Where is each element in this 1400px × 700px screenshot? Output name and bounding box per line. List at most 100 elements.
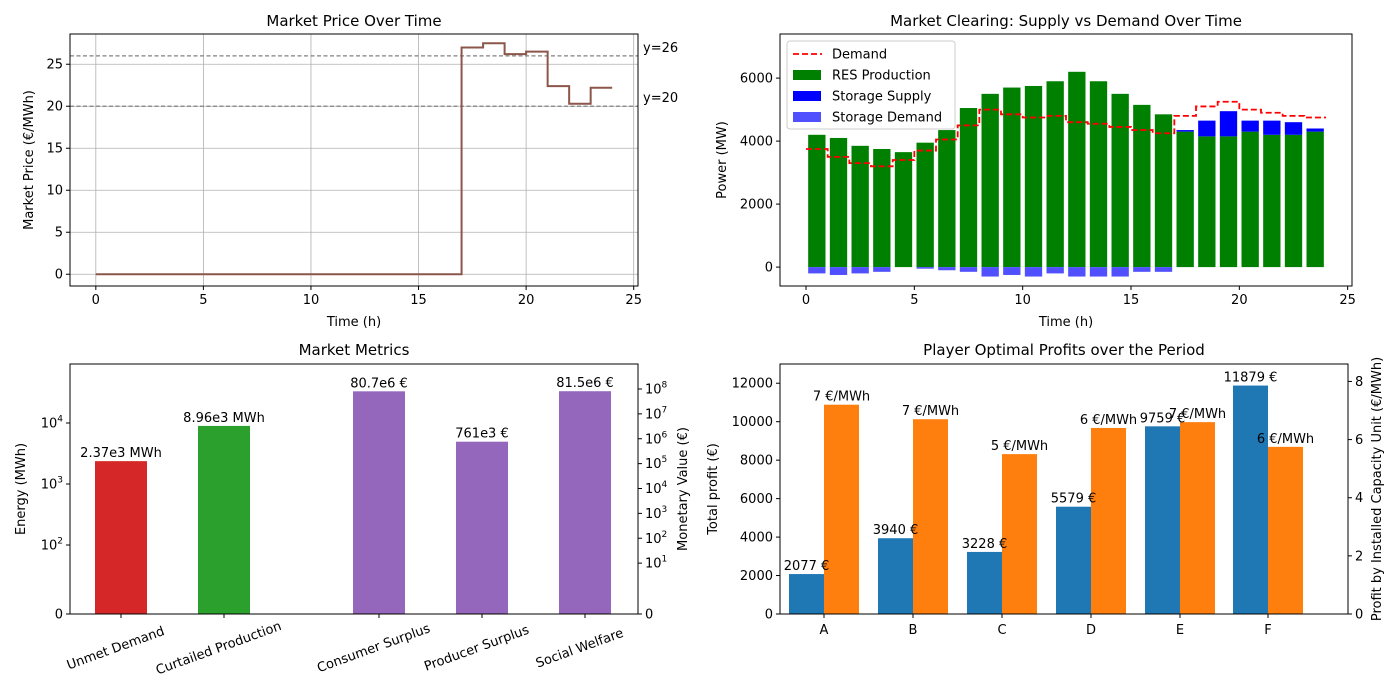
metrics-y2-tick-label: 0 (645, 608, 653, 623)
metrics-y2-tick-exponent: 8 (662, 381, 668, 391)
unit-profit-bar (824, 404, 859, 614)
storage-demand-bar (1089, 267, 1108, 277)
metrics-y2-tick-label: 105 (645, 455, 667, 472)
res-production-bar (1089, 81, 1108, 268)
storage-demand-bar (916, 267, 934, 269)
metrics-y2-tick-exponent: 7 (662, 405, 668, 415)
storage-demand-bar (808, 267, 826, 274)
clearing-y-tick-label: 6000 (740, 72, 773, 87)
profits-category-label: F (1264, 623, 1271, 638)
metrics-y-tick-base: 10 (41, 478, 58, 493)
storage-demand-bar (1024, 267, 1043, 277)
clearing-plot-frame (779, 33, 1353, 287)
legend-entry-label: Storage Supply (832, 90, 932, 105)
storage-supply-bar (1241, 120, 1259, 132)
unit-profit-value-label: 6 €/MWh (1257, 432, 1314, 447)
res-production-bar (981, 93, 999, 268)
profits-y2-tick-label: 0 (1355, 608, 1363, 623)
profits-y-tick-label: 2000 (740, 569, 773, 584)
res-production-bar (829, 137, 848, 268)
profits-y-tick-label: 6000 (740, 492, 773, 507)
res-production-bar (1068, 71, 1086, 268)
res-production-bar (938, 130, 956, 268)
metrics-y2-tick-base: 10 (645, 532, 662, 547)
metrics-plot-frame (69, 363, 639, 615)
price-reference-label: y=26 (643, 41, 678, 56)
price-y-tick-label: 25 (46, 58, 63, 73)
metrics-y2-tick-base: 10 (645, 507, 662, 522)
metrics-y-tick-label: 104 (41, 415, 64, 432)
legend-entry-label: Storage Demand (832, 111, 942, 126)
res-production-bar (1133, 104, 1151, 268)
storage-demand-bar (1046, 267, 1064, 274)
unit-profit-value-label: 5 €/MWh (991, 439, 1048, 454)
price-chart: 0 5 10 15 20 25 0 5 10 15 20 25 y=26 y=20 Market Price… (22, 12, 678, 330)
profits-y2-tick-label: 8 (1355, 375, 1363, 390)
metrics-y2-axis-label: Monetary Value (€) (676, 427, 691, 551)
total-profit-bar (967, 551, 1002, 614)
res-production-bar (1111, 93, 1129, 268)
metrics-y-tick-exponent: 2 (57, 537, 63, 547)
legend-box (786, 40, 956, 130)
metric-bar (95, 461, 147, 614)
profits-y2-tick-label: 4 (1355, 491, 1363, 506)
profits-y-tick-label: 0 (765, 608, 773, 623)
price-y-tick-label: 15 (46, 142, 63, 157)
legend-entry-label: RES Production (832, 69, 931, 84)
demand-series-line (806, 100, 1326, 168)
metrics-y2-tick-base: 10 (645, 432, 662, 447)
metrics-chart-title: Market Metrics (299, 341, 410, 359)
profits-y2-tick-label: 6 (1355, 433, 1363, 448)
storage-supply-bar (1219, 111, 1238, 137)
clearing-chart: 0 5 10 15 20 25 0 2000 4000 6000 Demand RES Product… (715, 12, 1356, 330)
storage-supply-bar (1198, 120, 1216, 137)
metric-value-label: 761e3 € (455, 427, 509, 442)
res-production-bar (916, 142, 934, 268)
unit-profit-bar (1091, 427, 1126, 614)
clearing-y-tick-label: 2000 (740, 198, 773, 213)
metric-value-label: 2.37e3 MWh (80, 446, 162, 461)
clearing-y-tick-label: 0 (765, 261, 773, 276)
clearing-x-tick-label: 25 (1339, 293, 1356, 308)
storage-supply-bar (1306, 128, 1324, 132)
clearing-y-tick-label: 4000 (740, 135, 773, 150)
price-y-tick-label: 10 (46, 184, 63, 199)
res-production-bar (1046, 81, 1064, 268)
storage-demand-bar (851, 267, 869, 274)
unit-profit-value-label: 6 €/MWh (1080, 413, 1137, 428)
profits-y2-tick-label: 2 (1355, 549, 1363, 564)
metrics-y2-tick-base: 10 (645, 457, 662, 472)
metrics-y2-tick-exponent: 6 (662, 430, 668, 440)
storage-demand-bar (981, 267, 999, 277)
unit-profit-value-label: 7 €/MWh (813, 390, 870, 405)
price-x-tick-label: 15 (410, 293, 427, 308)
profits-category-label: E (1176, 623, 1184, 638)
legend-swatch (793, 91, 821, 101)
total-profit-value-label: 3228 € (962, 537, 1008, 552)
price-x-tick-label: 20 (518, 293, 535, 308)
res-production-bar (1198, 136, 1216, 268)
storage-demand-bar (829, 267, 848, 275)
metrics-y2-tick-exponent: 4 (662, 480, 668, 490)
unit-profit-bar (1002, 454, 1037, 614)
metrics-y2-tick-label: 101 (645, 555, 667, 572)
storage-demand-bar (1068, 267, 1086, 277)
metrics-y-tick-base: 10 (41, 417, 58, 432)
res-production-bar (873, 148, 891, 268)
res-production-bar (1241, 131, 1259, 268)
profits-y2-axis-label: Profit by Installed Capacity Unit (€/MWh… (1370, 357, 1385, 621)
total-profit-value-label: 3940 € (873, 523, 919, 538)
metrics-y2-tick-label: 108 (645, 381, 668, 398)
profits-category-label: B (909, 623, 918, 638)
total-profit-bar (1233, 385, 1268, 614)
res-production-bar (1219, 136, 1238, 268)
metrics-y2-tick-label: 106 (645, 430, 668, 447)
profits-plot-frame (779, 363, 1349, 615)
metrics-y-tick-base: 10 (41, 539, 58, 554)
total-profit-value-label: 5579 € (1051, 492, 1097, 507)
res-production-bar (851, 145, 869, 268)
price-y-tick-label: 20 (46, 100, 63, 115)
metric-value-label: 81.5e6 € (556, 376, 614, 391)
price-y-tick-label: 5 (55, 226, 63, 241)
storage-demand-bar (1133, 267, 1151, 272)
